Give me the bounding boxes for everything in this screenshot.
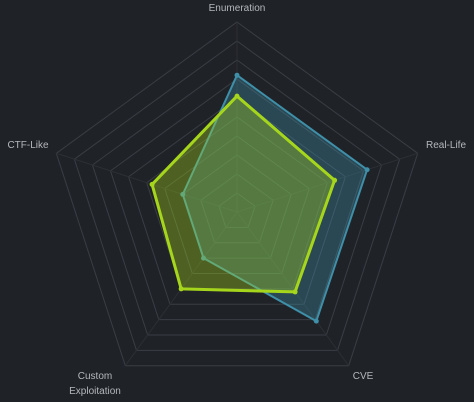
grid-ring: [127, 97, 347, 305]
grid-ring: [182, 154, 292, 259]
point: [234, 72, 240, 78]
point: [178, 286, 184, 292]
spoke: [236, 211, 350, 367]
axis-label: Enumeration: [208, 3, 266, 14]
grid-ring: [91, 59, 383, 336]
grid-ring: [164, 135, 310, 274]
point: [364, 167, 370, 173]
point: [332, 177, 338, 183]
point: [313, 318, 319, 324]
point: [234, 93, 240, 99]
axis-label: Custom Exploitation: [69, 371, 121, 397]
spoke: [236, 152, 418, 213]
grid-ring: [200, 173, 274, 244]
grid-ring: [109, 78, 365, 321]
grid-ring: [55, 21, 419, 367]
grid-ring: [73, 40, 401, 351]
series-area: [150, 94, 337, 294]
grid-ring: [146, 116, 328, 290]
point: [149, 181, 155, 187]
grid-ring: [218, 192, 256, 228]
point: [180, 191, 186, 197]
axis-label: CTF-Like: [7, 140, 49, 151]
axis-label: CVE: [352, 371, 374, 382]
spoke: [56, 152, 238, 213]
point: [292, 289, 298, 295]
point: [200, 255, 206, 261]
axis-label: Real-Life: [425, 140, 467, 151]
